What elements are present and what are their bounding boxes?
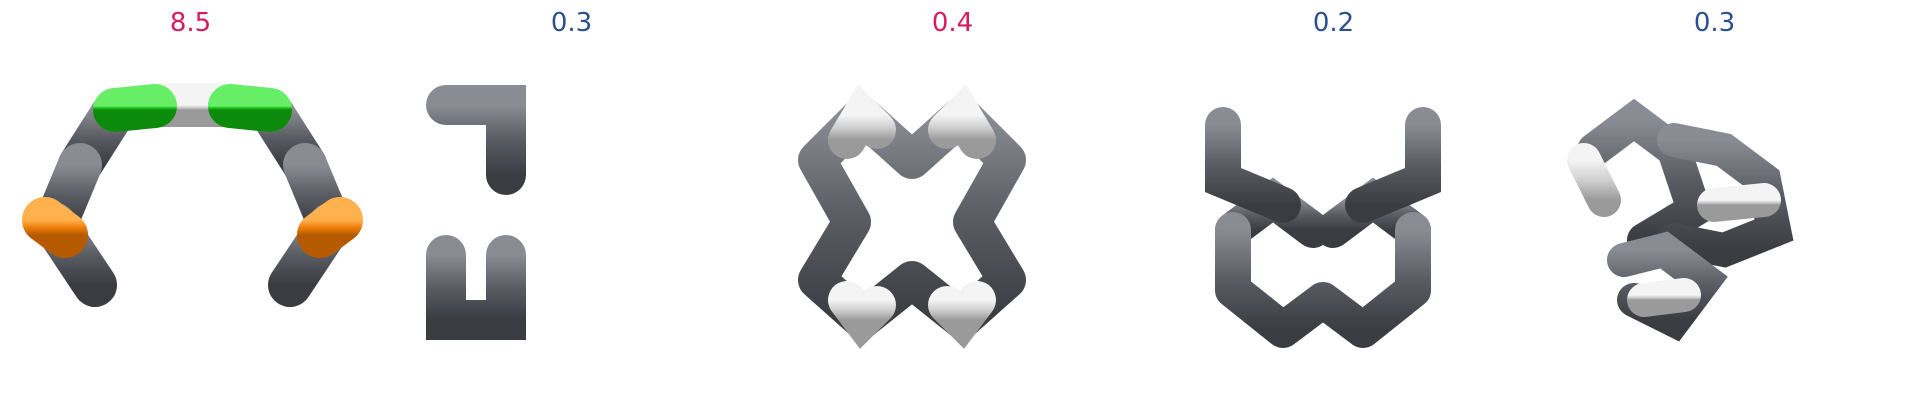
score-label: 0.2 (1312, 8, 1355, 38)
molecule-panel-1: 8.5 (0, 0, 381, 416)
molecule-5-render (1567, 98, 1794, 342)
molecule-panel-3: 0.4 (762, 0, 1143, 416)
molecule-4-render (1205, 107, 1441, 348)
molecule-3-render (795, 84, 1029, 349)
molecule-panel-5: 0.3 (1524, 0, 1905, 416)
molecule-2-render (381, 85, 698, 340)
molecule-panel-2: 0.3 (381, 0, 762, 416)
score-label: 0.3 (550, 8, 593, 38)
score-label: 0.4 (931, 8, 974, 38)
score-label: 8.5 (169, 8, 212, 38)
score-label: 0.3 (1693, 8, 1736, 38)
molecule-panel-4: 0.2 (1143, 0, 1524, 416)
molecule-1-render (22, 83, 363, 310)
